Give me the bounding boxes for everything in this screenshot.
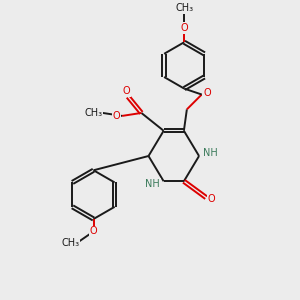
Text: NH: NH bbox=[203, 148, 218, 158]
Text: O: O bbox=[90, 226, 97, 236]
Text: CH₃: CH₃ bbox=[84, 108, 102, 118]
Text: CH₃: CH₃ bbox=[175, 3, 193, 13]
Text: O: O bbox=[208, 194, 215, 204]
Text: NH: NH bbox=[145, 179, 160, 189]
Text: O: O bbox=[203, 88, 211, 98]
Text: O: O bbox=[180, 23, 188, 33]
Text: CH₃: CH₃ bbox=[61, 238, 80, 248]
Text: O: O bbox=[113, 111, 121, 121]
Text: O: O bbox=[123, 86, 130, 96]
